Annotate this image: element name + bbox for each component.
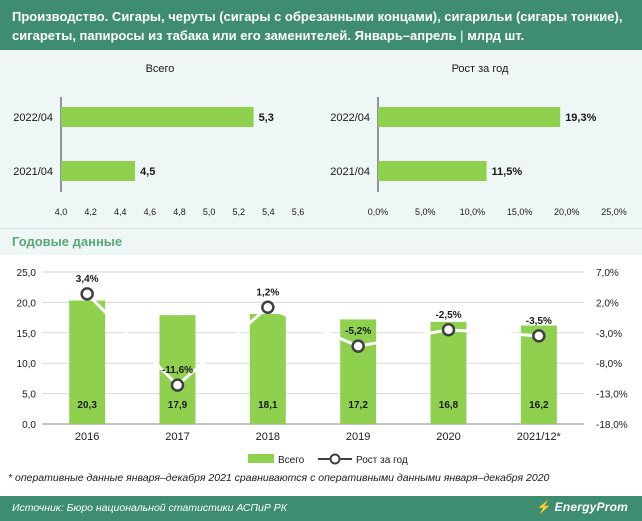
annual-bar-value-label: 18,1 xyxy=(258,400,278,411)
annual-bar-value-label: 17,9 xyxy=(168,400,188,411)
top-chart-1-value-label: 4,5 xyxy=(140,166,155,178)
y-left-tick: 25,0 xyxy=(17,268,37,279)
top-chart-1-x-tick: 5,6 xyxy=(292,207,305,217)
top-chart-2-x-tick: 15,0% xyxy=(507,207,533,217)
growth-value-label: 1,2% xyxy=(256,287,279,298)
growth-point xyxy=(261,300,275,315)
top-chart-1-x-tick: 4,4 xyxy=(114,207,127,217)
x-tick-label: 2017 xyxy=(165,431,189,443)
annual-bar-value-label: 16,8 xyxy=(439,400,459,411)
legend-line-label: Рост за год xyxy=(356,455,408,466)
annual-bar xyxy=(159,315,196,424)
top-chart-1-bar xyxy=(61,107,254,127)
y-left-tick: 10,0 xyxy=(17,359,37,370)
top-chart-1-x-tick: 4,2 xyxy=(84,207,97,217)
legend-bar-label: Всего xyxy=(278,455,305,466)
source-text: Источник: Бюро национальной статистики А… xyxy=(12,502,287,514)
x-tick-label: 2021/12* xyxy=(517,431,562,443)
top-chart-2-category-label: 2022/04 xyxy=(330,112,370,124)
top-chart-2-title: Рост за год xyxy=(452,63,509,75)
chart-header: Производство. Сигары, черуты (сигары с о… xyxy=(0,0,642,50)
growth-value-label: 3,4% xyxy=(76,274,99,285)
annual-bar-value-label: 20,3 xyxy=(77,400,97,411)
growth-value-label: -5,2% xyxy=(345,326,371,337)
section-band: Годовые данные xyxy=(0,228,642,255)
growth-point xyxy=(170,378,185,392)
energyprom-logo: ⚡ EnergyProm xyxy=(536,500,628,514)
top-chart-1-value-label: 5,3 xyxy=(259,112,274,124)
y-left-tick: 5,0 xyxy=(22,390,36,401)
y-right-tick: 2,0% xyxy=(596,298,619,309)
top-chart-1-bar xyxy=(61,161,136,181)
growth-point xyxy=(441,323,456,337)
top-chart-2-category-label: 2021/04 xyxy=(330,166,370,178)
top-chart-1-x-tick: 4,0 xyxy=(55,207,68,217)
footer: Источник: Бюро национальной статистики А… xyxy=(0,496,642,521)
top-chart-1-category-label: 2022/04 xyxy=(13,112,53,124)
section-title: Годовые данные xyxy=(12,234,123,249)
top-chart-2-x-tick: 0,0% xyxy=(368,207,389,217)
top-chart-2-x-tick: 25,0% xyxy=(601,207,627,217)
top-chart-1-title: Всего xyxy=(146,63,175,75)
top-chart-2-x-tick: 20,0% xyxy=(554,207,580,217)
top-chart-1-x-tick: 5,0 xyxy=(203,207,216,217)
legend-bar-swatch xyxy=(248,454,274,463)
growth-point xyxy=(532,329,546,343)
top-panel xyxy=(0,50,642,228)
top-chart-2-x-tick: 10,0% xyxy=(460,207,486,217)
growth-point xyxy=(80,287,94,301)
logo-text: EnergyProm xyxy=(554,500,628,514)
y-left-tick: 0,0 xyxy=(22,420,36,431)
y-left-tick: 15,0 xyxy=(17,329,37,340)
annual-bar xyxy=(340,319,377,424)
top-chart-2-bar xyxy=(378,161,487,181)
annual-bar-value-label: 17,2 xyxy=(348,400,368,411)
growth-value-label: -2,5% xyxy=(435,310,461,321)
top-chart-1-x-tick: 5,4 xyxy=(262,207,275,217)
top-chart-2-x-tick: 5,0% xyxy=(415,207,436,217)
annual-bar-value-label: 16,2 xyxy=(529,400,549,411)
y-right-tick: -8,0% xyxy=(596,359,622,370)
legend-line-marker xyxy=(329,453,341,465)
growth-line xyxy=(86,292,539,388)
header-separator: | xyxy=(460,28,464,43)
top-chart-1-category-label: 2021/04 xyxy=(13,166,53,178)
logo-icon: ⚡ xyxy=(536,500,552,514)
top-chart-1-x-tick: 4,8 xyxy=(173,207,186,217)
top-chart-1-x-tick: 5,2 xyxy=(232,207,245,217)
y-right-tick: -13,0% xyxy=(596,390,628,401)
top-chart-2-value-label: 19,3% xyxy=(565,112,596,124)
top-chart-2-value-label: 11,5% xyxy=(492,166,523,178)
header-unit: млрд шт. xyxy=(467,28,525,43)
growth-value-label: -11,6% xyxy=(162,365,193,376)
y-right-tick: 7,0% xyxy=(596,268,619,279)
annual-bar xyxy=(249,313,286,424)
y-right-tick: -3,0% xyxy=(596,329,622,340)
growth-point xyxy=(351,339,365,353)
x-tick-label: 2018 xyxy=(256,431,280,443)
y-right-tick: -18,0% xyxy=(596,420,628,431)
growth-value-label: -3,5% xyxy=(526,316,552,327)
top-chart-2-bar xyxy=(378,107,561,127)
y-left-tick: 20,0 xyxy=(17,298,37,309)
footnote: * оперативные данные января–декабря 2021… xyxy=(8,472,550,484)
x-tick-label: 2020 xyxy=(436,431,460,443)
annual-bar xyxy=(430,321,467,424)
header-title: Производство. Сигары, черуты (сигары с о… xyxy=(12,9,623,43)
annual-bar xyxy=(69,300,106,424)
x-tick-label: 2019 xyxy=(346,431,370,443)
x-tick-label: 2016 xyxy=(75,431,99,443)
top-chart-1-x-tick: 4,6 xyxy=(144,207,157,217)
